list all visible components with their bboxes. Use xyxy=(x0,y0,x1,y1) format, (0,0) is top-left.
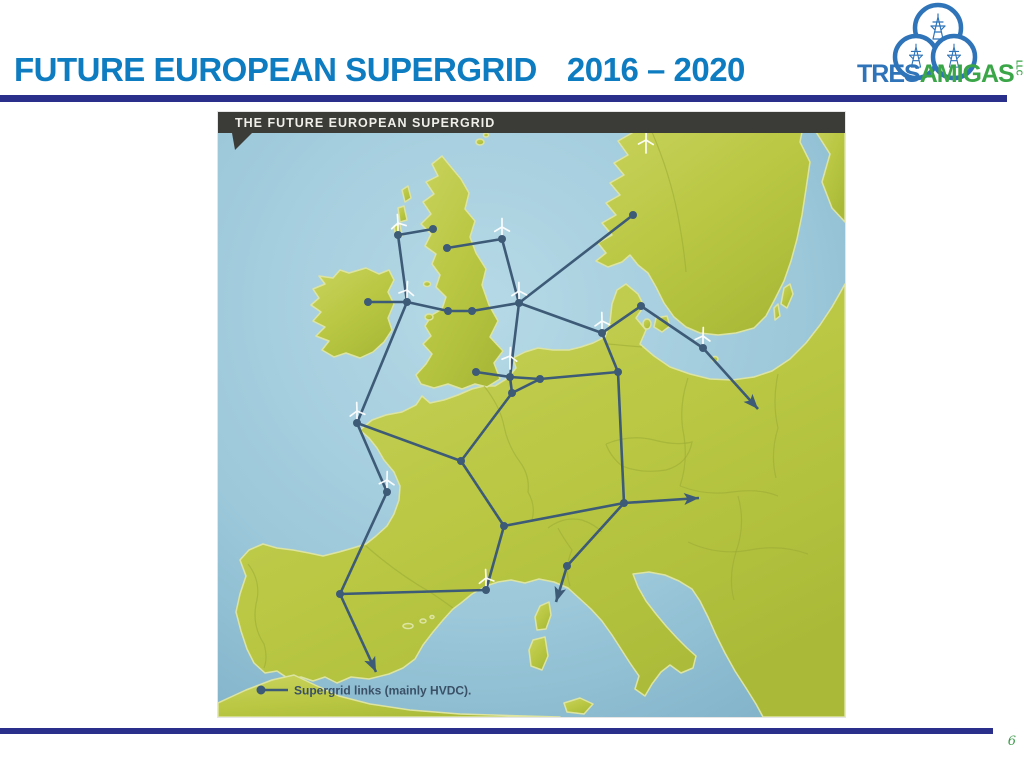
legend-label: Supergrid links (mainly HVDC). xyxy=(294,684,471,698)
europe-supergrid-map: THE FUTURE EUROPEAN SUPERGRID Supergrid … xyxy=(218,112,845,717)
grid-node-nw-scotland xyxy=(429,225,437,233)
grid-node-irish-sea xyxy=(403,298,411,306)
grid-link xyxy=(508,302,521,378)
grid-node-england-w xyxy=(444,307,452,315)
grid-link xyxy=(446,237,503,250)
grid-node-north-sea xyxy=(515,299,523,307)
transmission-tower-circles-icon xyxy=(892,2,978,81)
land-ireland xyxy=(310,267,395,359)
grid-link xyxy=(355,301,409,424)
grid-node-denmark xyxy=(637,302,645,310)
grid-link xyxy=(518,301,603,335)
grid-link xyxy=(475,370,511,379)
wind-turbine-icon xyxy=(501,346,518,370)
grid-node-norway xyxy=(629,211,637,219)
wind-turbine-icon xyxy=(511,281,528,305)
country-borders xyxy=(247,131,809,669)
grid-node-po-valley xyxy=(563,562,571,570)
grid-node-ireland xyxy=(364,298,372,306)
title-main: FUTURE EUROPEAN SUPERGRID xyxy=(14,51,537,88)
grid-link xyxy=(566,502,625,567)
grid-link xyxy=(355,422,389,493)
land-north-africa xyxy=(218,674,561,717)
grid-node-hebrides xyxy=(394,231,402,239)
grid-node-netherlands xyxy=(536,375,544,383)
footer-divider xyxy=(0,728,993,734)
grid-arrow xyxy=(623,493,700,505)
grid-node-england-e xyxy=(468,307,476,315)
grid-link xyxy=(601,304,642,335)
grid-link xyxy=(459,460,506,527)
grid-node-n-germany xyxy=(614,368,622,376)
map-landmasses xyxy=(218,112,845,717)
map-title-bar: THE FUTURE EUROPEAN SUPERGRID xyxy=(218,112,845,150)
grid-link xyxy=(503,501,625,528)
title-divider xyxy=(0,95,1007,102)
grid-link xyxy=(616,371,626,504)
grid-node-baltic xyxy=(699,344,707,352)
grid-arrow xyxy=(554,565,569,603)
land-great-britain xyxy=(415,155,504,390)
grid-link xyxy=(338,491,389,595)
logo-suffix-llc: LLC xyxy=(1014,60,1024,76)
grid-link xyxy=(600,332,620,373)
land-scandinavia xyxy=(595,112,811,336)
grid-node-belgium xyxy=(508,389,516,397)
grid-link xyxy=(640,304,704,350)
logo-wordmark: TRESAMIGASLLC xyxy=(857,60,1024,89)
grid-node-bavaria xyxy=(620,499,628,507)
grid-node-spain xyxy=(336,590,344,598)
grid-link xyxy=(356,421,462,463)
map-title: THE FUTURE EUROPEAN SUPERGRID xyxy=(235,116,495,130)
logo-text-amigas: AMIGAS xyxy=(919,60,1015,88)
grid-arrow xyxy=(702,347,759,410)
grid-link xyxy=(511,377,541,395)
land-sicily xyxy=(563,697,594,715)
grid-arrow xyxy=(338,593,378,673)
grid-node-german-bight xyxy=(598,329,606,337)
logo-circles-icon xyxy=(892,2,978,81)
title-years: 2016 – 2020 xyxy=(566,51,746,88)
land-sardinia xyxy=(528,636,549,671)
wind-turbine-icon xyxy=(694,326,711,350)
grid-node-scotland xyxy=(443,244,451,252)
land-corsica xyxy=(534,601,552,631)
grid-link xyxy=(518,213,634,305)
map-legend: Supergrid links (mainly HVDC). xyxy=(256,684,471,698)
grid-node-se-england xyxy=(472,368,480,376)
grid-link xyxy=(459,392,514,462)
grid-node-paris xyxy=(457,457,465,465)
grid-link xyxy=(509,375,541,381)
grid-link xyxy=(539,370,619,381)
grid-node-brittany xyxy=(353,419,361,427)
grid-node-lyon xyxy=(500,522,508,530)
legend-node-icon xyxy=(256,685,266,695)
grid-link xyxy=(397,227,434,237)
grid-node-marseille xyxy=(482,586,490,594)
logo-text-tres: TRES xyxy=(857,60,921,88)
grid-link xyxy=(471,301,520,313)
page-title: FUTURE EUROPEAN SUPERGRID 2016 – 2020 xyxy=(14,53,745,86)
land-finland xyxy=(815,112,845,223)
grid-node-biscay xyxy=(383,488,391,496)
tres-amigas-logo: TRESAMIGASLLC xyxy=(853,0,1024,95)
grid-link xyxy=(339,588,487,596)
supergrid-network xyxy=(336,130,759,673)
wind-turbine-icon xyxy=(594,311,611,335)
grid-link xyxy=(406,300,449,313)
grid-node-channel xyxy=(506,373,514,381)
grid-node-moray xyxy=(498,235,506,243)
page-number: 6 xyxy=(1007,734,1016,749)
